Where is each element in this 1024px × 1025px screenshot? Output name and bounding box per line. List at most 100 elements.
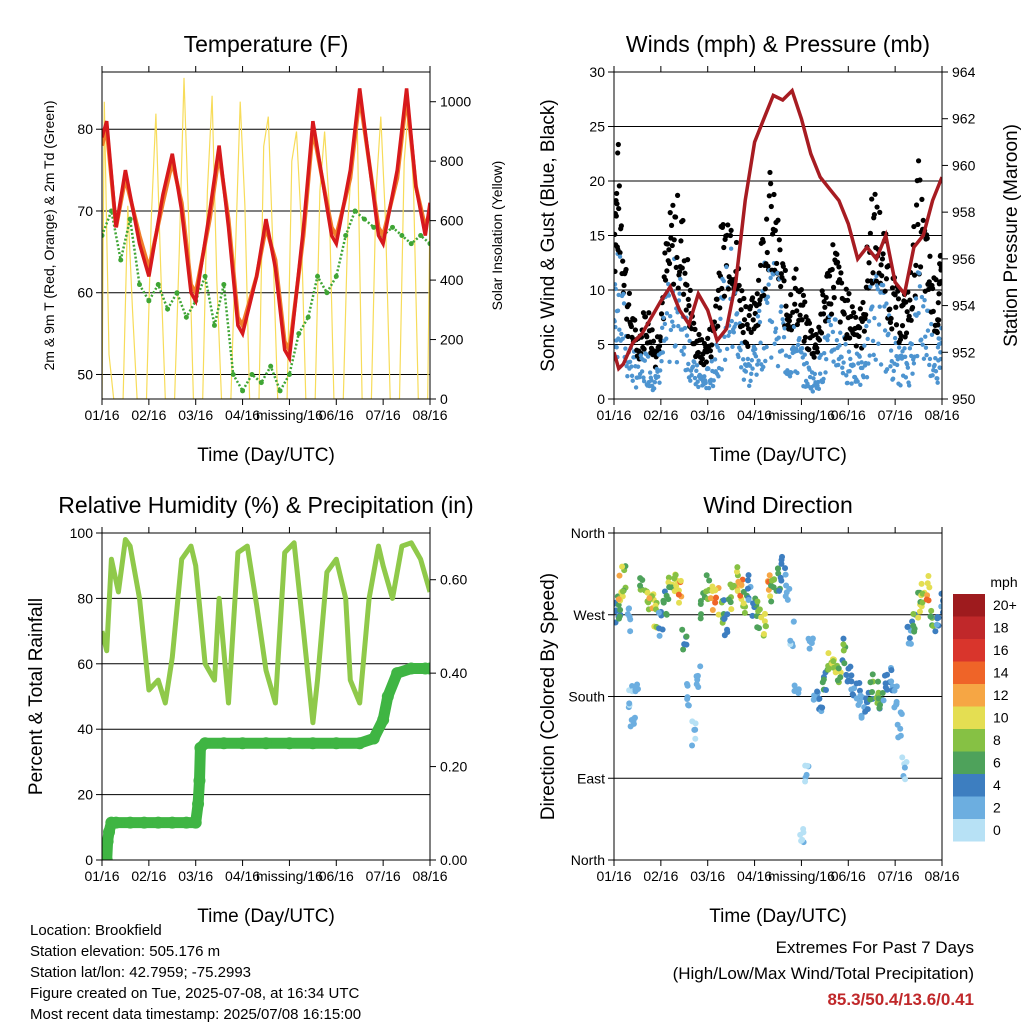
gust-point <box>828 311 835 317</box>
gust-point <box>740 329 746 336</box>
direction-point <box>932 628 939 635</box>
gust-point <box>675 285 681 291</box>
wind-point <box>639 369 645 374</box>
gust-point <box>893 304 899 310</box>
wind-point <box>733 321 739 327</box>
gust-point <box>788 292 794 298</box>
wind-point <box>625 373 630 379</box>
plot-frame <box>101 71 431 400</box>
direction-point <box>760 631 767 638</box>
x-tick-label: 06/16 <box>319 407 354 423</box>
gust-point <box>713 303 719 309</box>
x-tick-label: 03/16 <box>690 868 725 884</box>
y-tick-label: 25 <box>589 119 605 135</box>
direction-point <box>683 633 690 640</box>
wind-point <box>726 333 731 338</box>
wind-point <box>848 356 853 362</box>
gust-point <box>933 277 939 283</box>
gust-point <box>746 312 752 319</box>
direction-point <box>721 632 728 639</box>
gust-point <box>632 317 638 323</box>
wind-point <box>859 360 864 365</box>
direction-point <box>692 735 699 742</box>
legend-swatch <box>953 684 985 707</box>
precip-point <box>102 854 113 860</box>
direction-point <box>768 577 775 584</box>
wind-point <box>728 246 734 251</box>
gust-point <box>658 311 665 317</box>
precip-point <box>260 737 272 750</box>
wind-point <box>614 324 618 330</box>
legend-swatch <box>953 751 985 774</box>
x-tick-label: 06/16 <box>831 868 866 884</box>
wind-point <box>775 270 780 276</box>
gust-point <box>762 286 768 292</box>
legend-label: 2 <box>993 800 1001 816</box>
gust-point <box>903 299 909 305</box>
precip-point <box>381 690 394 703</box>
x-axis-title: Time (Day/UTC) <box>197 445 335 466</box>
gust-point <box>705 335 711 341</box>
gust-point <box>866 260 872 266</box>
gust-point <box>618 223 624 229</box>
wind-point <box>722 334 727 340</box>
gust-point <box>926 279 932 285</box>
wind-point <box>856 361 861 366</box>
extremes-title: Extremes For Past 7 Days <box>775 938 974 957</box>
wind-point <box>815 379 821 385</box>
wind-point <box>924 352 929 358</box>
plot-frame <box>613 71 943 400</box>
wind-point <box>902 346 907 351</box>
gust-point <box>745 343 751 349</box>
location-text: Location: Brookfield <box>30 922 162 939</box>
gust-point <box>658 337 664 344</box>
x-tick-label: 06/16 <box>831 407 866 423</box>
wind-point <box>724 346 730 352</box>
direction-point <box>938 603 942 610</box>
direction-point <box>926 584 933 591</box>
wind-point <box>884 301 889 306</box>
y2-tick-label: 954 <box>952 298 976 314</box>
chart-title: Wind Direction <box>703 492 853 518</box>
wind-point <box>753 346 758 352</box>
y-tick-label: 80 <box>77 590 93 606</box>
wind-point <box>915 353 920 359</box>
direction-point <box>697 598 704 605</box>
direction-point <box>673 582 680 589</box>
wind-point <box>747 383 752 389</box>
wind-point <box>937 336 942 341</box>
gust-point <box>747 303 754 310</box>
latlon-text: Station lat/lon: 42.7959; -75.2993 <box>30 964 252 981</box>
gust-point <box>792 301 798 307</box>
gust-point <box>857 325 863 331</box>
wind-point <box>812 371 818 377</box>
gust-point <box>915 158 922 164</box>
dewpoint-line <box>102 206 430 394</box>
wind-point <box>938 356 942 362</box>
direction-point <box>925 573 932 580</box>
direction-point <box>767 593 774 600</box>
wind-point <box>657 380 662 385</box>
direction-point <box>697 615 704 622</box>
direction-point <box>725 596 732 603</box>
x-axis-title: Time (Day/UTC) <box>197 906 335 927</box>
y2-tick-label: 200 <box>440 332 464 348</box>
gust-point <box>678 238 684 244</box>
direction-point <box>853 680 860 687</box>
y-tick-label: North <box>571 525 605 541</box>
gust-point <box>836 264 842 270</box>
legend-label: 14 <box>993 665 1009 681</box>
direction-point <box>671 575 678 582</box>
wind-point <box>898 383 903 388</box>
gust-point <box>787 313 793 319</box>
gust-point <box>911 272 918 278</box>
wind-point <box>655 374 661 379</box>
gust-point <box>893 322 900 328</box>
wind-point <box>904 362 910 367</box>
wind-point <box>727 329 733 335</box>
direction-point <box>869 689 876 696</box>
extremes-subtitle: (High/Low/Max Wind/Total Precipitation) <box>672 964 974 983</box>
wind-point <box>623 346 628 351</box>
gust-point <box>826 273 833 279</box>
direction-point <box>902 776 909 783</box>
